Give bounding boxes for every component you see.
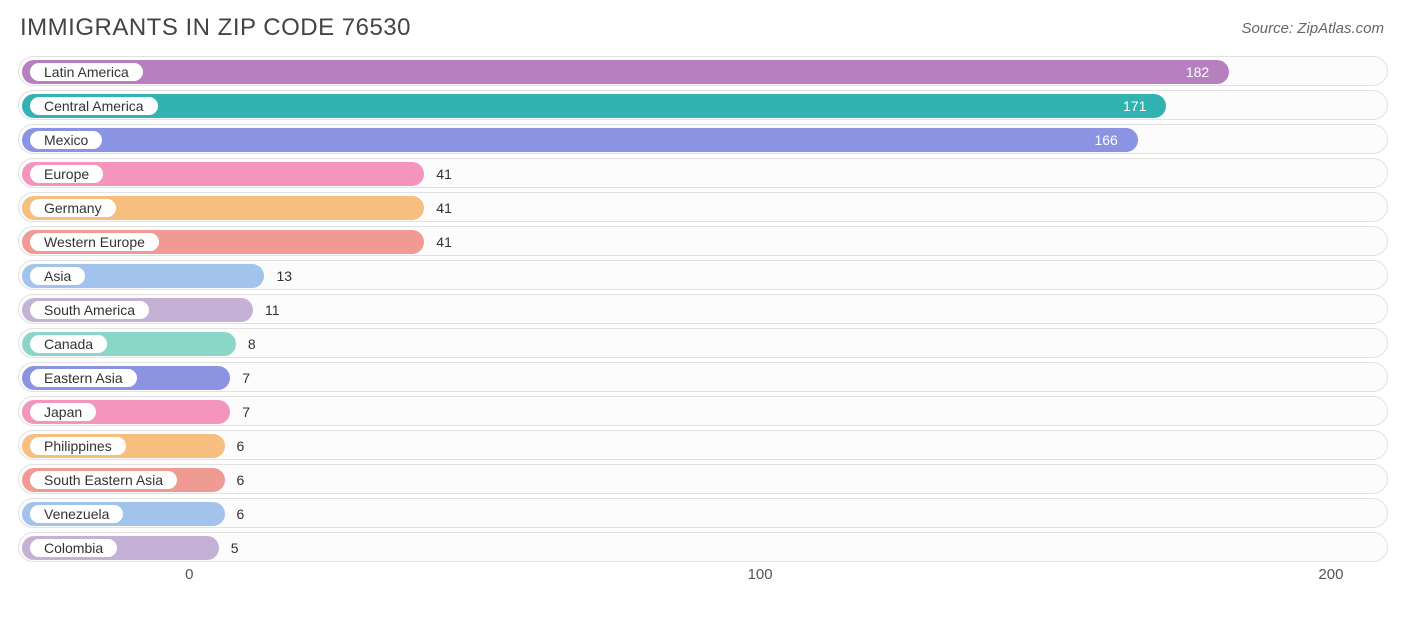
bar-category-pill: Philippines xyxy=(29,436,127,456)
bar-fill xyxy=(22,128,1138,152)
bar-track: Colombia 5 xyxy=(18,532,1388,562)
bar-track: South America 11 xyxy=(18,294,1388,324)
bar-row: Japan 7 xyxy=(18,396,1388,426)
bar-row: Eastern Asia 7 xyxy=(18,362,1388,392)
bar-track: South Eastern Asia 6 xyxy=(18,464,1388,494)
bar-category-pill: Asia xyxy=(29,266,86,286)
axis-tick: 0 xyxy=(185,566,193,583)
bar-track: Central America 171 xyxy=(18,90,1388,120)
bar-value-label: 6 xyxy=(237,436,245,456)
x-axis: 0 100 200 xyxy=(18,566,1388,594)
bar-row: Europe 41 xyxy=(18,158,1388,188)
bar-track: Venezuela 6 xyxy=(18,498,1388,528)
bar-category-pill: South Eastern Asia xyxy=(29,470,178,490)
bar-row: Germany 41 xyxy=(18,192,1388,222)
bar-track: Canada 8 xyxy=(18,328,1388,358)
bar-category-pill: Venezuela xyxy=(29,504,124,524)
bar-track: Latin America 182 xyxy=(18,56,1388,86)
bar-value-label: 41 xyxy=(436,198,452,218)
bar-track: Philippines 6 xyxy=(18,430,1388,460)
bar-category-pill: South America xyxy=(29,300,150,320)
axis-tick: 100 xyxy=(748,566,773,583)
bar-row: South Eastern Asia 6 xyxy=(18,464,1388,494)
bar-row: South America 11 xyxy=(18,294,1388,324)
bar-row: Canada 8 xyxy=(18,328,1388,358)
bar-value-label: 6 xyxy=(237,504,245,524)
bar-value-label: 8 xyxy=(248,334,256,354)
bar-category-pill: Colombia xyxy=(29,538,118,558)
bar-row: Latin America 182 xyxy=(18,56,1388,86)
bar-track: Mexico 166 xyxy=(18,124,1388,154)
bar-track: Japan 7 xyxy=(18,396,1388,426)
bar-category-pill: Latin America xyxy=(29,62,144,82)
bar-category-pill: Eastern Asia xyxy=(29,368,138,388)
bar-row: Philippines 6 xyxy=(18,430,1388,460)
bar-fill xyxy=(22,94,1166,118)
bar-value-label: 41 xyxy=(436,164,452,184)
bar-value-label: 41 xyxy=(436,232,452,252)
bar-value-label: 13 xyxy=(276,266,292,286)
axis-tick: 200 xyxy=(1318,566,1343,583)
chart-area: Latin America 182 Central America 171 Mexico… xyxy=(0,52,1406,562)
bar-category-pill: Western Europe xyxy=(29,232,160,252)
bar-track: Germany 41 xyxy=(18,192,1388,222)
bar-track: Asia 13 xyxy=(18,260,1388,290)
bar-value-label: 7 xyxy=(242,368,250,388)
bar-category-pill: Europe xyxy=(29,164,104,184)
bar-value-label: 6 xyxy=(237,470,245,490)
bar-value-label: 11 xyxy=(265,300,280,320)
bar-track: Eastern Asia 7 xyxy=(18,362,1388,392)
bar-value-label: 166 xyxy=(1094,130,1117,150)
bar-fill xyxy=(22,60,1229,84)
chart-source: Source: ZipAtlas.com xyxy=(1241,20,1384,37)
bar-row: Western Europe 41 xyxy=(18,226,1388,256)
bar-value-label: 182 xyxy=(1186,62,1209,82)
bar-row: Asia 13 xyxy=(18,260,1388,290)
chart-header: IMMIGRANTS IN ZIP CODE 76530 Source: Zip… xyxy=(0,0,1406,52)
bar-value-label: 5 xyxy=(231,538,239,558)
bar-value-label: 7 xyxy=(242,402,250,422)
chart-title: IMMIGRANTS IN ZIP CODE 76530 xyxy=(20,14,411,42)
bar-category-pill: Canada xyxy=(29,334,108,354)
bar-category-pill: Mexico xyxy=(29,130,103,150)
bar-category-pill: Japan xyxy=(29,402,97,422)
bar-row: Mexico 166 xyxy=(18,124,1388,154)
bar-value-label: 171 xyxy=(1123,96,1146,116)
bar-track: Western Europe 41 xyxy=(18,226,1388,256)
bar-category-pill: Germany xyxy=(29,198,117,218)
bar-track: Europe 41 xyxy=(18,158,1388,188)
bar-row: Venezuela 6 xyxy=(18,498,1388,528)
bar-row: Colombia 5 xyxy=(18,532,1388,562)
bar-category-pill: Central America xyxy=(29,96,159,116)
bar-row: Central America 171 xyxy=(18,90,1388,120)
